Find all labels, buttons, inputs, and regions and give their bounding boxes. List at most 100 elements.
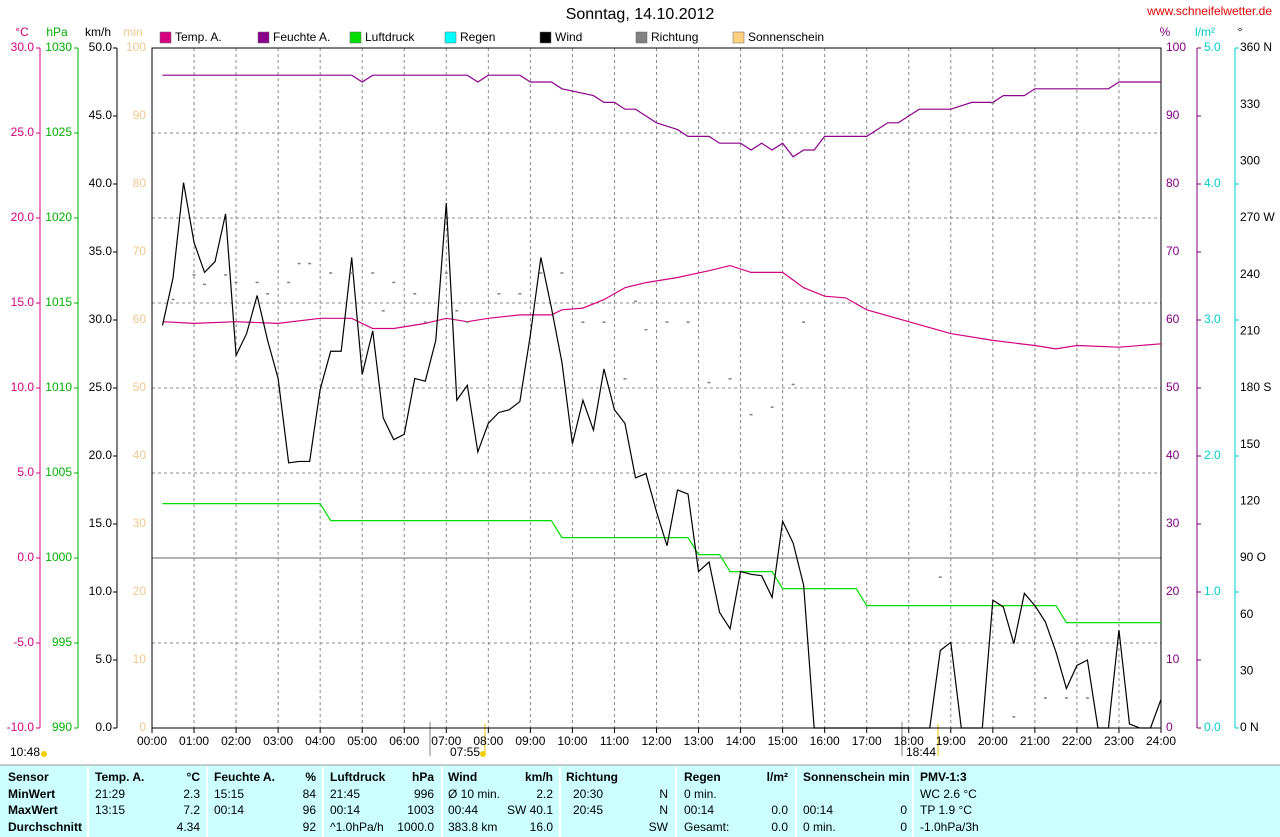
direction-point <box>444 272 448 274</box>
axis-unit: l/m² <box>1195 25 1215 39</box>
y-tick-label: 40 <box>1166 448 1180 462</box>
table-cell: 96 <box>303 803 317 817</box>
y-tick-label: 1.0 <box>1204 584 1221 598</box>
direction-point <box>581 321 585 323</box>
direction-point <box>791 383 795 386</box>
direction-point <box>497 293 501 295</box>
direction-point <box>1012 716 1016 718</box>
x-tick-label: 22:00 <box>1062 734 1092 748</box>
x-tick-label: 15:00 <box>768 734 798 748</box>
y-tick-label: 360 N <box>1240 40 1272 54</box>
table-cell: 0.0 <box>771 803 788 817</box>
direction-point <box>770 406 774 408</box>
direction-point <box>308 262 312 265</box>
table-header: Temp. A. <box>95 770 144 784</box>
table-unit: °C <box>187 770 201 784</box>
table-cell: 383.8 km <box>448 820 497 834</box>
legend-swatch <box>257 31 270 44</box>
table-cell: 0.0 <box>771 820 788 834</box>
direction-point <box>686 321 690 323</box>
table-cell: Gesamt: <box>684 820 729 834</box>
legend-swatch <box>732 31 745 44</box>
row-label: MinWert <box>8 787 55 801</box>
x-tick-label: 05:00 <box>347 734 377 748</box>
direction-point <box>371 272 375 274</box>
y-tick-label: 1010 <box>45 380 72 394</box>
direction-point <box>938 576 942 578</box>
axis-unit: min <box>123 25 142 39</box>
series-line <box>162 264 1162 350</box>
y-tick-label: 180 S <box>1240 380 1271 394</box>
table-cell: SW 40.1 <box>507 803 553 817</box>
table-cell: 2.2 <box>536 787 553 801</box>
y-tick-label: 50 <box>1166 380 1180 394</box>
y-tick-label: 120 <box>1240 494 1260 508</box>
y-tick-label: 20.0 <box>89 448 113 462</box>
y-tick-label: 240 <box>1240 267 1260 281</box>
y-tick-label: 30 <box>1240 664 1254 678</box>
direction-point <box>329 272 333 274</box>
direction-point <box>413 293 417 295</box>
direction-point <box>707 381 711 384</box>
y-tick-label: 300 <box>1240 154 1260 168</box>
table-cell: 00:14 <box>330 803 360 817</box>
x-tick-label: 10:00 <box>557 734 587 748</box>
table-background <box>0 765 1280 837</box>
direction-point <box>644 328 648 331</box>
direction-point <box>1064 697 1068 699</box>
y-tick-label: 0 N <box>1240 720 1259 734</box>
y-tick-label: 20 <box>133 584 147 598</box>
direction-point <box>728 378 732 380</box>
table-cell: 84 <box>303 787 317 801</box>
y-tick-label: 995 <box>52 635 72 649</box>
table-header: Regen <box>684 770 721 784</box>
table-unit: l/m² <box>767 770 788 784</box>
legend-label: Sonnenschein <box>748 30 824 44</box>
y-tick-label: 0.0 <box>1204 720 1221 734</box>
y-tick-label: 10.0 <box>89 584 113 598</box>
y-tick-label: 330 <box>1240 97 1260 111</box>
y-tick-label: 3.0 <box>1204 312 1221 326</box>
direction-point <box>224 274 228 276</box>
table-cell: 0 <box>900 803 907 817</box>
x-tick-label: 12:00 <box>641 734 671 748</box>
legend-label: Temp. A. <box>175 30 222 44</box>
y-tick-label: 5.0 <box>1204 40 1221 54</box>
series-line <box>162 503 1161 624</box>
sun-icon <box>480 751 486 757</box>
y-tick-label: 100 <box>1166 40 1186 54</box>
y-tick-label: 15.0 <box>11 295 35 309</box>
table-unit: % <box>305 770 316 784</box>
direction-point <box>802 321 806 323</box>
legend-label: Wind <box>555 30 582 44</box>
x-tick-label: 13:00 <box>684 734 714 748</box>
y-tick-label: 70 <box>133 244 147 258</box>
y-tick-label: 40.0 <box>89 176 113 190</box>
table-cell: WC 2.6 °C <box>920 787 977 801</box>
annotation: 07:55 <box>450 745 480 759</box>
y-tick-label: 50.0 <box>89 40 113 54</box>
x-tick-label: 19:00 <box>936 734 966 748</box>
y-tick-label: 10.0 <box>11 380 35 394</box>
table-cell: 15:15 <box>214 787 244 801</box>
table-cell: 4.34 <box>177 820 201 834</box>
direction-point <box>1085 697 1089 699</box>
x-tick-label: 21:00 <box>1020 734 1050 748</box>
y-tick-label: 1005 <box>45 465 72 479</box>
x-tick-label: 00:00 <box>137 734 167 748</box>
table-cell: 7.2 <box>183 803 200 817</box>
y-tick-label: -5.0 <box>13 635 34 649</box>
direction-point <box>297 262 301 265</box>
y-tick-label: 60 <box>1240 607 1254 621</box>
y-tick-label: -10.0 <box>7 720 35 734</box>
y-tick-label: 60 <box>1166 312 1180 326</box>
direction-point <box>623 378 627 380</box>
table-cell: TP 1.9 °C <box>920 803 972 817</box>
legend-swatch <box>539 31 552 44</box>
table-cell: 92 <box>303 820 317 834</box>
axis-unit: °C <box>15 25 29 39</box>
x-tick-label: 01:00 <box>179 734 209 748</box>
table-cell: 996 <box>414 787 434 801</box>
table-cell: 20:45 <box>573 803 603 817</box>
table-cell: 0 min. <box>803 820 836 834</box>
